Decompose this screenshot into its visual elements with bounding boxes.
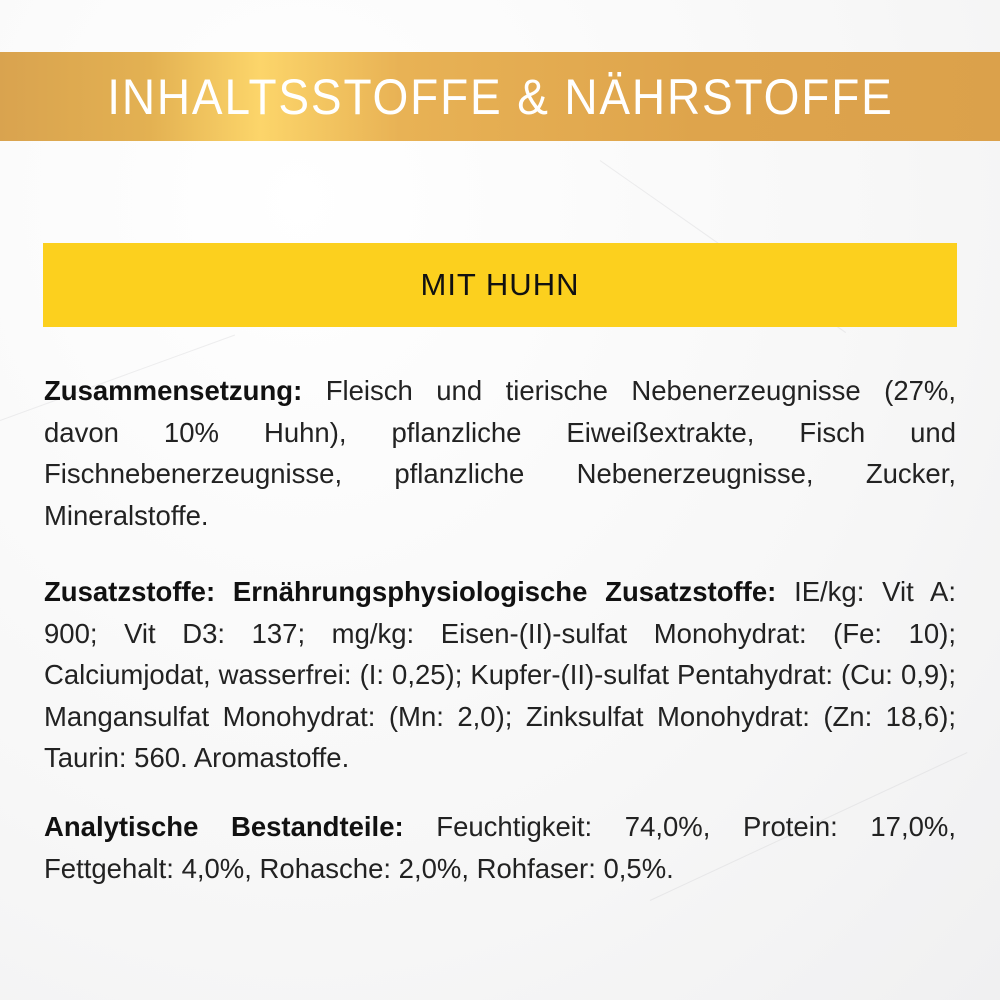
analytical-label: Analytische Bestandteile: (44, 811, 404, 842)
variant-label: MIT HUHN (420, 267, 580, 302)
additives-text: IE/kg: Vit A: 900; Vit D3: 137; mg/kg: E… (44, 576, 956, 773)
composition-text: Fleisch und tierische Nebenerzeugnisse (… (44, 375, 957, 531)
analytical-text: Feuchtigkeit: 74,0%, Protein: 17,0%, Fet… (44, 811, 956, 884)
additives-section: Zusatzstoffe: Ernährungsphysiologische Z… (44, 571, 956, 779)
analytical-section: Analytische Bestandteile: Feuchtigkeit: … (44, 806, 956, 889)
composition-label: Zusammensetzung: (44, 375, 303, 406)
additives-label: Zusatzstoffe: Ernährungsphysiologische Z… (44, 576, 777, 607)
title-band: INHALTSSTOFFE & NÄHRSTOFFE (0, 52, 1000, 141)
page-title: INHALTSSTOFFE & NÄHRSTOFFE (106, 68, 894, 125)
composition-section: Zusammensetzung: Fleisch und tierische N… (44, 370, 956, 536)
variant-banner: MIT HUHN (43, 243, 957, 327)
